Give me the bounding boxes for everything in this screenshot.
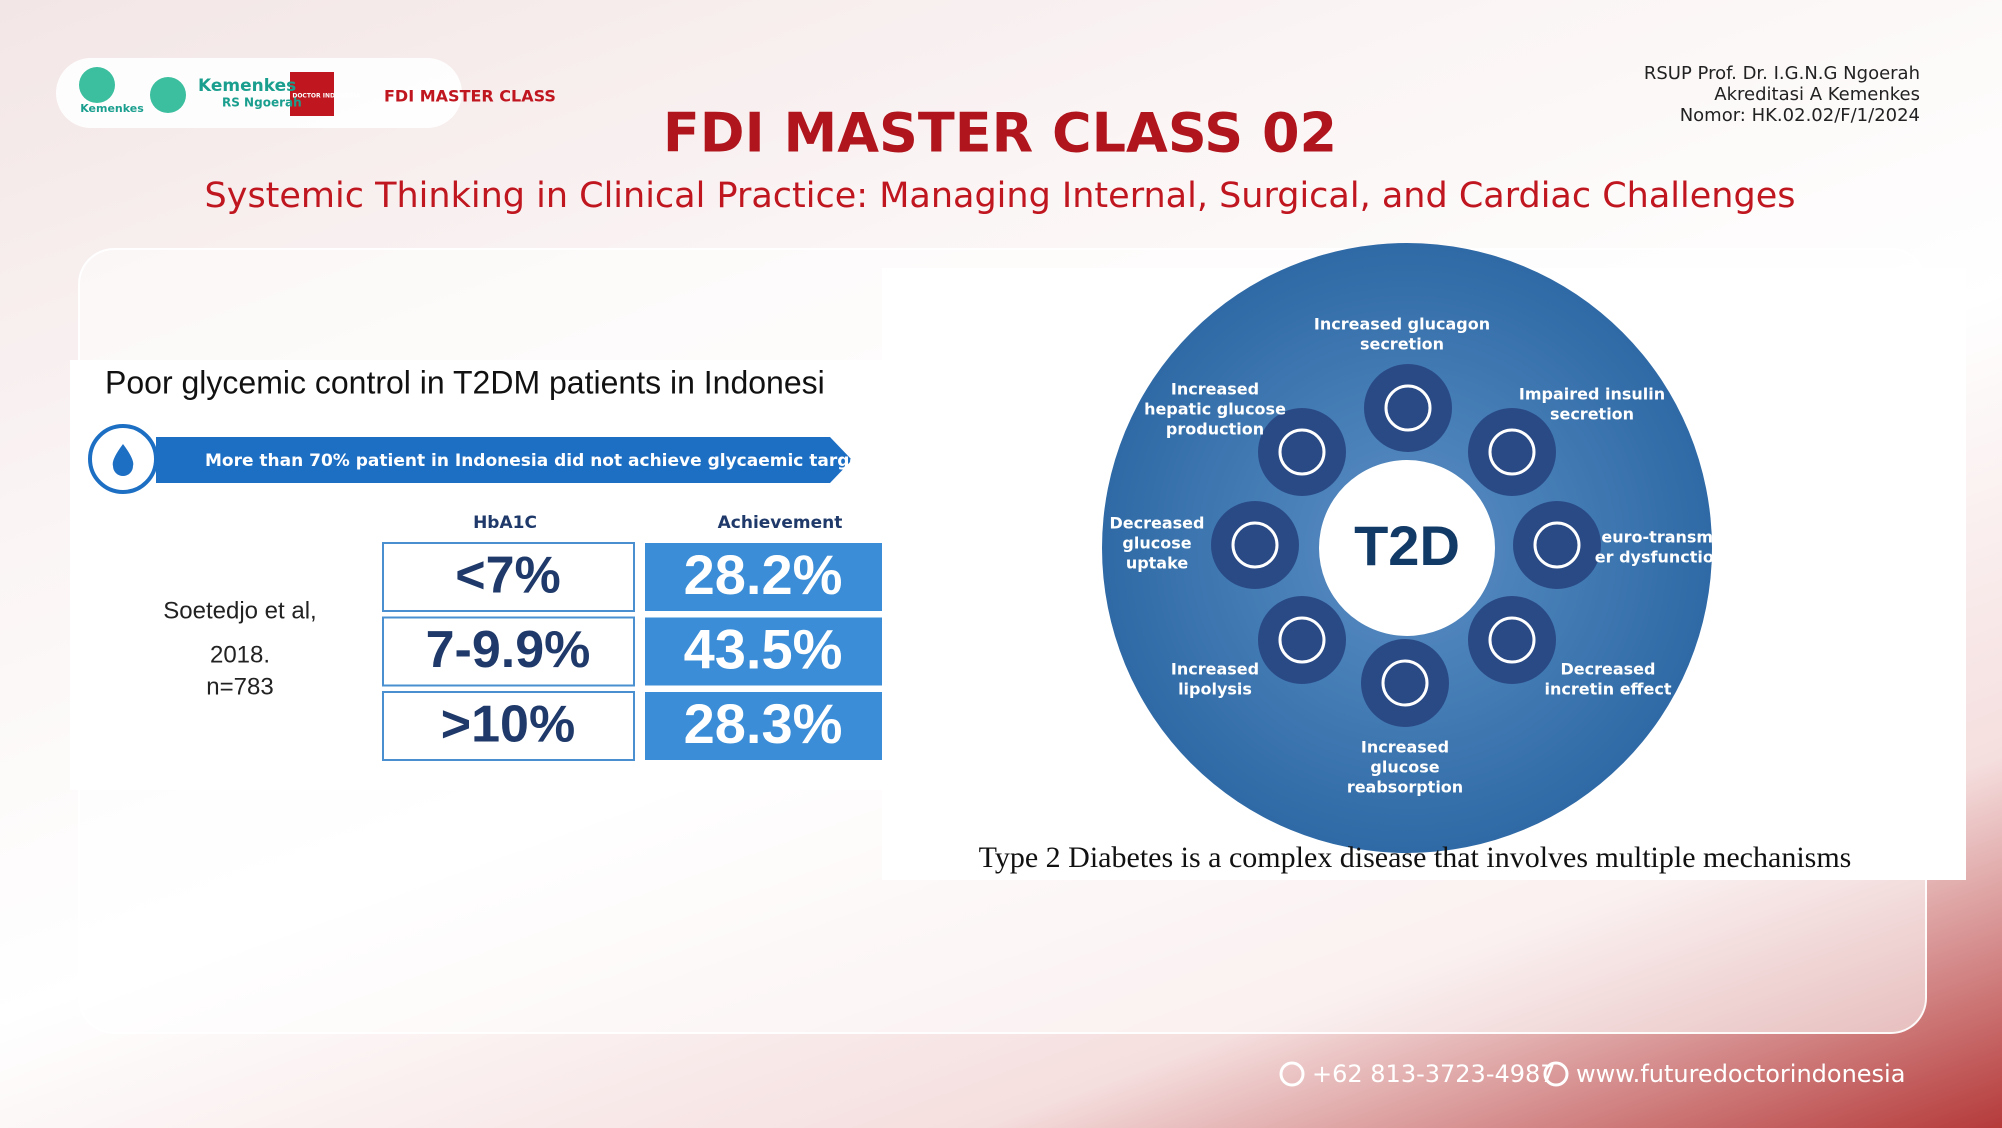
banner-text: More than 70% patient in Indonesia did n…	[205, 451, 877, 471]
logo-mark	[79, 67, 115, 103]
mechanism-label: euro-transmi	[1601, 528, 1718, 547]
mechanism-icon	[1258, 408, 1346, 496]
banner-arrow	[156, 437, 852, 483]
left-title: Poor glycemic control in T2DM patients i…	[105, 364, 825, 400]
achievement-cell	[645, 692, 882, 760]
mechanism-icon-inner	[1384, 384, 1432, 432]
drop-icon	[112, 444, 134, 476]
mechanism-label: secretion	[1550, 405, 1634, 424]
logo-mark	[150, 77, 186, 113]
hba1c-value: 7-9.9%	[426, 621, 591, 679]
mechanism-label: lipolysis	[1178, 680, 1252, 699]
mechanism-icon-inner	[1278, 616, 1326, 664]
globe-icon	[1543, 1061, 1569, 1087]
mechanism-label: Increased	[1171, 380, 1259, 399]
hba1c-cell	[382, 616, 635, 687]
mechanism-label: uptake	[1126, 554, 1189, 573]
mechanism-label: hepatic glucose	[1144, 400, 1286, 419]
mechanism-label: secretion	[1360, 335, 1444, 354]
hba1c-cell	[382, 542, 635, 612]
citation: n=783	[206, 673, 273, 700]
mechanism-icon-inner	[1533, 521, 1581, 569]
mechanism-label: Increased	[1171, 660, 1259, 679]
mechanism-icon	[1361, 639, 1449, 727]
logo-text: FUTURE DOCTOR INDONESIA	[264, 93, 361, 100]
achievement-value: 28.3%	[684, 692, 843, 755]
mechanism-label: reabsorption	[1347, 778, 1463, 797]
column-header: Achievement	[718, 513, 843, 533]
accreditation-line: Akreditasi A Kemenkes	[1714, 84, 1920, 105]
accreditation-line: RSUP Prof. Dr. I.G.N.G Ngoerah	[1644, 63, 1920, 84]
achievement-value: 43.5%	[684, 617, 843, 680]
mechanism-label: production	[1166, 420, 1264, 439]
logo-text: FDI MASTER CLASS	[384, 87, 556, 106]
column-header: HbA1C	[473, 513, 537, 533]
achievement-cell	[645, 543, 882, 611]
mechanism-icon	[1468, 596, 1556, 684]
website: www.futuredoctorindonesia	[1576, 1060, 1905, 1088]
phone: +62 813-3723-4987	[1312, 1060, 1556, 1088]
mechanism-icon	[1211, 501, 1299, 589]
center-label: T2D	[1354, 514, 1460, 577]
mechanism-label: glucose	[1122, 534, 1191, 553]
mechanism-icon	[1513, 501, 1601, 589]
mechanism-label: glucose	[1370, 758, 1439, 777]
mechanism-label: incretin effect	[1545, 680, 1672, 699]
caption: Type 2 Diabetes is a complex disease tha…	[979, 841, 1852, 874]
mechanism-icon-inner	[1488, 616, 1536, 664]
logo-text: RS Ngoerah	[222, 96, 302, 110]
mechanism-icon	[1364, 364, 1452, 452]
citation: 2018.	[210, 641, 270, 668]
mechanism-icon-inner	[1381, 659, 1429, 707]
achievement-value: 28.2%	[684, 543, 843, 606]
subtitle: Systemic Thinking in Clinical Practice: …	[205, 176, 1796, 216]
mechanism-label: Impaired insulin	[1519, 385, 1665, 404]
diagram-center	[1319, 460, 1495, 636]
whatsapp-icon	[1279, 1061, 1305, 1087]
hba1c-value: >10%	[441, 696, 575, 754]
logo-text: Kemenkes	[80, 102, 144, 115]
mechanism-icon	[1258, 596, 1346, 684]
mechanism-label: Increased glucagon	[1314, 315, 1490, 334]
hba1c-value: <7%	[455, 547, 561, 605]
title: FDI MASTER CLASS 02	[663, 102, 1337, 165]
hba1c-cell	[382, 691, 635, 761]
mechanism-icon-inner	[1278, 428, 1326, 476]
logo-pill	[56, 58, 462, 128]
mechanism-icon	[1468, 408, 1556, 496]
accreditation-line: Nomor: HK.02.02/F/1/2024	[1680, 105, 1920, 126]
mechanism-icon-inner	[1231, 521, 1279, 569]
logo-box	[290, 72, 334, 116]
mechanism-label: Increased	[1361, 738, 1449, 757]
mechanism-label: Decreased	[1561, 660, 1656, 679]
mechanism-label: er dysfunction	[1595, 548, 1725, 567]
mechanism-label: Decreased	[1110, 514, 1205, 533]
achievement-cell	[645, 617, 882, 686]
logo-text: Kemenkes	[198, 76, 296, 96]
citation: Soetedjo et al,	[163, 597, 316, 624]
mechanism-icon-inner	[1488, 428, 1536, 476]
